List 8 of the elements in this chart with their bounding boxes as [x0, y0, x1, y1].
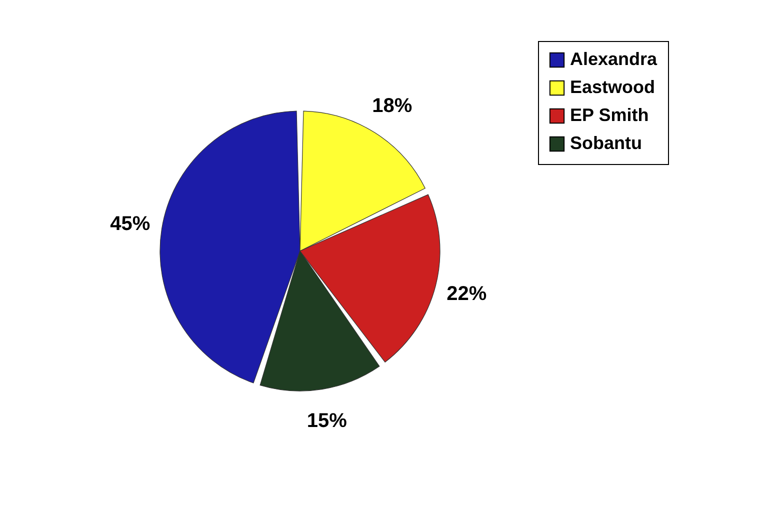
- data-label: 22%: [446, 282, 487, 305]
- legend-label: Sobantu: [570, 133, 642, 153]
- legend-label: Alexandra: [570, 49, 658, 69]
- data-label: 18%: [372, 94, 412, 117]
- data-label: 45%: [110, 213, 150, 236]
- legend-label: Eastwood: [570, 77, 656, 97]
- legend-label: EP Smith: [570, 105, 649, 125]
- data-label: 15%: [306, 410, 348, 432]
